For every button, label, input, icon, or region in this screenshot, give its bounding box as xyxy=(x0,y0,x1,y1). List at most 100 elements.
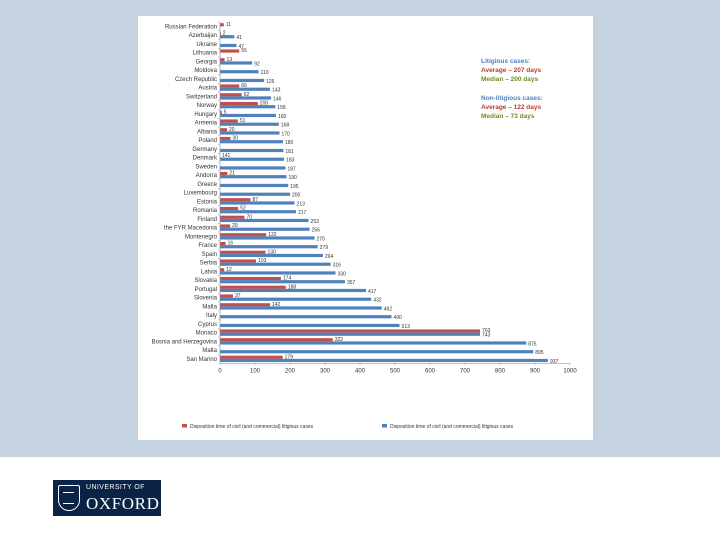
bar-value-label: 490 xyxy=(394,315,403,321)
bar-red xyxy=(220,119,238,123)
bar-blue xyxy=(220,297,372,301)
x-tick-label: 700 xyxy=(460,368,471,374)
bar-value-label: 103 xyxy=(258,258,267,264)
category-label: Serbia xyxy=(200,261,218,267)
bar-red xyxy=(220,329,481,333)
category-label: Slovakia xyxy=(194,278,217,284)
bar-value-label: 330 xyxy=(338,271,347,277)
bar-value-label: 126 xyxy=(266,79,275,85)
annotation-text: Average – 207 days xyxy=(481,67,541,74)
bar-value-label: 294 xyxy=(325,254,334,260)
bar-blue xyxy=(220,315,392,319)
bar-value-label: 13 xyxy=(227,57,233,63)
bar-blue xyxy=(220,332,481,336)
bar-value-label: 47 xyxy=(238,44,244,50)
bar-red xyxy=(220,101,258,106)
bar-red xyxy=(220,250,266,254)
bar-red xyxy=(220,58,225,62)
legend-swatch-red xyxy=(182,424,187,428)
category-label: Georgia xyxy=(196,59,218,65)
bar-blue xyxy=(220,131,280,135)
bar-value-label: 168 xyxy=(281,123,290,129)
bar-value-label: 213 xyxy=(297,201,306,207)
bar-blue xyxy=(220,210,296,214)
bar-value-label: 16 xyxy=(228,241,234,247)
category-label: Poland xyxy=(198,138,217,144)
category-label: Czech Republic xyxy=(175,77,217,83)
category-label: Armenia xyxy=(195,121,218,127)
bar-value-label: 417 xyxy=(368,289,377,295)
bar-value-label: 895 xyxy=(535,350,544,356)
bar-value-label: 187 xyxy=(287,166,296,172)
category-label: Albania xyxy=(197,129,218,135)
bar-red xyxy=(220,93,242,97)
bar-red xyxy=(220,128,227,132)
bar-blue xyxy=(220,323,400,328)
bar-red xyxy=(220,303,271,307)
bar-blue xyxy=(220,280,345,284)
bar-value-label: 146 xyxy=(273,96,282,102)
x-tick-label: 500 xyxy=(390,368,401,374)
category-label: Switzerland xyxy=(186,94,217,100)
bar-blue xyxy=(220,271,336,275)
x-tick-label: 900 xyxy=(530,368,541,374)
bar-red xyxy=(220,171,228,176)
x-tick-label: 1000 xyxy=(563,368,577,374)
bar-red xyxy=(220,23,224,27)
bar-value-label: 41 xyxy=(236,35,242,41)
bar-value-label: 513 xyxy=(402,324,411,330)
bar-value-label: 66 xyxy=(241,83,247,89)
bar-red xyxy=(220,285,286,289)
category-label: Norway xyxy=(197,103,217,109)
category-label: Denmark xyxy=(193,156,218,162)
bar-blue xyxy=(220,96,272,100)
bar-value-label: 5 xyxy=(224,109,227,115)
category-label: Sweden xyxy=(195,164,217,170)
bar-red xyxy=(220,136,231,141)
bar-red xyxy=(220,206,239,211)
bar-red xyxy=(220,198,251,202)
category-label: Finland xyxy=(197,217,217,223)
category-label: the FYR Macedonia xyxy=(164,226,218,232)
bar-value-label: 743 xyxy=(482,333,491,339)
bar-red xyxy=(220,49,240,53)
category-label: Cyprus xyxy=(198,322,217,328)
annotation-text: Litigious cases: xyxy=(481,58,530,65)
category-label: Lithuania xyxy=(193,51,218,57)
oxford-crest-icon xyxy=(58,485,80,511)
category-label: Latvia xyxy=(201,269,218,275)
bar-value-label: 253 xyxy=(311,219,320,225)
bar-value-label: 55 xyxy=(241,48,247,54)
category-label: France xyxy=(198,243,217,249)
x-tick-label: 600 xyxy=(425,368,436,374)
bar-value-label: 158 xyxy=(277,105,286,111)
bar-value-label: 174 xyxy=(283,276,292,282)
bar-blue xyxy=(220,253,323,258)
bar-value-label: 181 xyxy=(285,149,294,155)
bar-blue xyxy=(220,61,253,65)
bar-red xyxy=(220,268,225,272)
category-label: Ukraine xyxy=(196,42,217,48)
category-label: Slovenia xyxy=(194,296,218,302)
bar-value-label: 190 xyxy=(289,175,298,181)
bar-value-label: 188 xyxy=(288,284,297,290)
bar-blue xyxy=(220,218,309,223)
category-label: Hungary xyxy=(194,112,217,118)
bar-blue xyxy=(220,341,527,345)
bar-blue xyxy=(220,148,284,153)
bar-blue xyxy=(220,87,271,91)
bar-blue xyxy=(220,227,310,231)
bar-value-label: 2 xyxy=(223,31,226,37)
bar-red xyxy=(220,259,257,263)
bar-red xyxy=(220,338,333,342)
bar-blue xyxy=(220,201,295,205)
category-label: Russian Federation xyxy=(165,24,217,30)
bar-value-label: 763 xyxy=(482,328,491,334)
bar-value-label: 316 xyxy=(333,263,342,269)
bar-value-label: 87 xyxy=(252,197,258,203)
x-tick-label: 800 xyxy=(495,368,506,374)
bar-blue xyxy=(220,306,382,310)
bar-blue xyxy=(220,358,548,363)
bar-blue xyxy=(220,192,290,196)
bar-value-label: 37 xyxy=(235,293,241,299)
